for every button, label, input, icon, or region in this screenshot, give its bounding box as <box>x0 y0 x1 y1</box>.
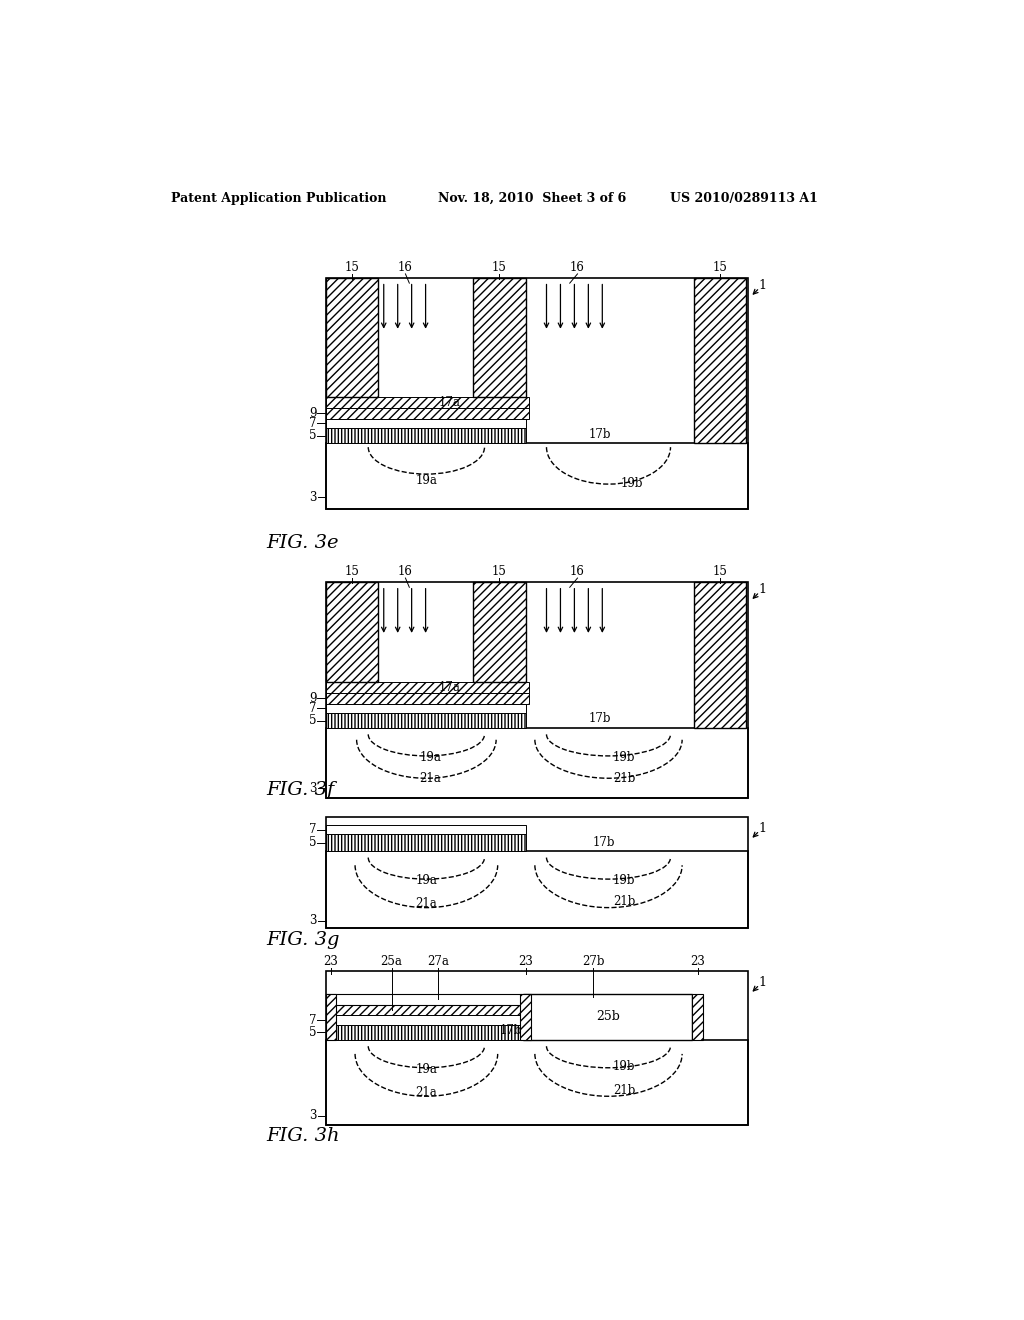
Text: FIG. 3f: FIG. 3f <box>266 781 334 799</box>
Bar <box>523 994 692 1040</box>
Bar <box>326 1040 748 1125</box>
Text: 17b: 17b <box>589 713 611 726</box>
Text: 27a: 27a <box>427 954 449 968</box>
Bar <box>693 277 746 444</box>
Text: 5: 5 <box>309 429 316 442</box>
Text: 27b: 27b <box>582 954 604 968</box>
Text: Patent Application Publication: Patent Application Publication <box>171 191 386 205</box>
Bar <box>326 994 337 1040</box>
Bar <box>326 408 529 418</box>
Text: 9: 9 <box>309 692 316 705</box>
Text: 21b: 21b <box>612 895 635 908</box>
Text: 15: 15 <box>344 565 359 578</box>
Bar <box>326 277 378 397</box>
Text: 9: 9 <box>309 407 316 420</box>
Bar <box>693 582 746 729</box>
Text: FIG. 3g: FIG. 3g <box>266 931 339 949</box>
Text: 25b: 25b <box>597 1010 621 1023</box>
Text: 15: 15 <box>713 261 727 275</box>
Text: 15: 15 <box>492 565 507 578</box>
Text: 23: 23 <box>518 954 534 968</box>
Text: 23: 23 <box>324 954 339 968</box>
Text: 16: 16 <box>570 565 585 578</box>
Bar <box>326 1005 521 1015</box>
Text: 17b: 17b <box>500 1024 522 1038</box>
Text: 17b: 17b <box>593 836 615 849</box>
Text: 5: 5 <box>309 1026 316 1039</box>
Text: 7: 7 <box>309 824 316 837</box>
Text: 16: 16 <box>398 261 413 275</box>
Text: 19a: 19a <box>416 1063 437 1076</box>
Text: 15: 15 <box>344 261 359 275</box>
Text: 15: 15 <box>492 261 507 275</box>
Text: 21a: 21a <box>420 772 441 785</box>
Bar <box>473 582 525 682</box>
Text: 19b: 19b <box>612 874 635 887</box>
Text: 15: 15 <box>713 565 727 578</box>
Text: 3: 3 <box>309 491 317 504</box>
Bar <box>326 693 529 704</box>
Bar <box>326 825 525 834</box>
Text: 21a: 21a <box>416 1086 437 1100</box>
Text: FIG. 3h: FIG. 3h <box>266 1127 339 1146</box>
Bar <box>326 970 748 1125</box>
Bar <box>326 713 525 729</box>
Bar <box>326 682 529 693</box>
Text: 16: 16 <box>570 261 585 275</box>
Bar <box>326 428 525 444</box>
Text: 1: 1 <box>758 822 766 834</box>
Text: US 2010/0289113 A1: US 2010/0289113 A1 <box>671 191 818 205</box>
Text: 1: 1 <box>758 583 766 597</box>
Text: 7: 7 <box>309 1014 316 1027</box>
Bar <box>326 994 521 1005</box>
Text: 21b: 21b <box>612 772 635 785</box>
Text: 1: 1 <box>758 975 766 989</box>
Text: 16: 16 <box>398 565 413 578</box>
Bar <box>326 418 525 428</box>
Bar <box>326 817 748 928</box>
Text: 19a: 19a <box>416 874 437 887</box>
Text: 19a: 19a <box>416 474 437 487</box>
Bar <box>520 994 531 1040</box>
Text: 17a: 17a <box>438 681 461 694</box>
Bar <box>326 582 378 682</box>
Text: 21b: 21b <box>612 1084 635 1097</box>
Text: 19b: 19b <box>612 751 635 764</box>
Text: 5: 5 <box>309 714 316 727</box>
Bar <box>326 704 525 713</box>
Text: 1: 1 <box>758 279 766 292</box>
Bar <box>326 729 748 797</box>
Text: 19b: 19b <box>621 477 643 490</box>
Bar <box>326 277 748 508</box>
Bar <box>326 1024 521 1040</box>
Text: 23: 23 <box>690 954 706 968</box>
Text: 25a: 25a <box>381 954 402 968</box>
Text: 3: 3 <box>309 915 317 927</box>
Bar <box>473 277 525 397</box>
Bar <box>326 582 748 797</box>
Bar <box>326 1015 521 1024</box>
Bar <box>692 994 703 1040</box>
Text: 19b: 19b <box>612 1060 635 1073</box>
Bar <box>326 397 529 408</box>
Text: 3: 3 <box>309 1109 317 1122</box>
Text: FIG. 3e: FIG. 3e <box>266 535 339 552</box>
Bar <box>326 444 748 508</box>
Text: 5: 5 <box>309 837 316 850</box>
Bar <box>326 834 525 851</box>
Text: 3: 3 <box>309 781 317 795</box>
Text: 19a: 19a <box>419 751 441 764</box>
Bar <box>326 851 748 928</box>
Text: 7: 7 <box>309 702 316 714</box>
Text: 7: 7 <box>309 417 316 430</box>
Text: 21a: 21a <box>416 898 437 911</box>
Text: 17a: 17a <box>438 396 461 409</box>
Text: Nov. 18, 2010  Sheet 3 of 6: Nov. 18, 2010 Sheet 3 of 6 <box>438 191 627 205</box>
Text: 17b: 17b <box>589 428 611 441</box>
